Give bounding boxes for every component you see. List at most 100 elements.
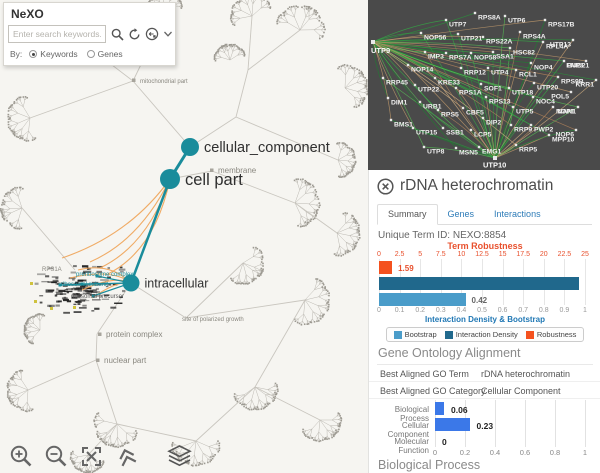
- gene-node[interactable]: [543, 18, 547, 22]
- gene-label[interactable]: ENP1: [566, 63, 584, 70]
- gene-node[interactable]: [511, 105, 515, 109]
- search-icon[interactable]: [111, 28, 124, 41]
- gene-node[interactable]: [541, 40, 545, 44]
- gene-label[interactable]: RPS4A: [523, 34, 546, 41]
- gene-label[interactable]: RRP12: [464, 70, 486, 77]
- gene-node[interactable]: [419, 31, 423, 35]
- radio-icon[interactable]: [29, 50, 38, 58]
- gene-label[interactable]: UTP6: [508, 18, 526, 25]
- gene-node[interactable]: [469, 128, 473, 132]
- gene-label[interactable]: SSA1: [496, 54, 514, 61]
- gene-node[interactable]: [386, 96, 390, 100]
- gene-label[interactable]: UTP7: [449, 22, 467, 29]
- gene-label[interactable]: UTP20: [537, 85, 558, 92]
- gene-label[interactable]: NOP58: [474, 55, 497, 62]
- gene-label[interactable]: NOP1: [556, 109, 575, 116]
- gene-label[interactable]: KRE33: [438, 80, 460, 87]
- gene-label[interactable]: RPS7A: [449, 55, 472, 62]
- gene-node[interactable]: [518, 30, 522, 34]
- gene-node[interactable]: [436, 108, 440, 112]
- gene-label[interactable]: RPS13: [489, 99, 511, 106]
- reset-view-icon[interactable]: [145, 27, 159, 41]
- gene-node[interactable]: [556, 75, 560, 79]
- ontology-tree-canvas[interactable]: mitochondrial part membrane protein comple…: [0, 0, 368, 473]
- gene-node[interactable]: [456, 32, 460, 36]
- term-label[interactable]: protein complex: [106, 330, 162, 339]
- collapse-all-button[interactable]: [113, 443, 140, 470]
- gene-label[interactable]: RCL1: [519, 72, 537, 79]
- gene-hub-label[interactable]: UTP10: [483, 161, 506, 170]
- close-icon[interactable]: [377, 177, 394, 195]
- gene-node[interactable]: [389, 118, 393, 122]
- gene-node[interactable]: [508, 46, 512, 50]
- gene-node[interactable]: [454, 146, 458, 150]
- gene-node[interactable]: [444, 51, 448, 55]
- term-label[interactable]: membrane: [218, 166, 257, 175]
- tab-summary[interactable]: Summary: [377, 204, 438, 225]
- term-label[interactable]: mitochondrial part: [140, 79, 188, 85]
- gene-label[interactable]: RPS5: [441, 112, 459, 119]
- gene-node[interactable]: [422, 145, 426, 149]
- gene-label[interactable]: RPS9B: [561, 79, 584, 86]
- layers-button[interactable]: [166, 443, 193, 470]
- gene-node[interactable]: [481, 116, 485, 120]
- gene-label[interactable]: NOP4: [534, 65, 553, 72]
- gene-node[interactable]: [491, 50, 495, 54]
- gene-hub-label[interactable]: UTP9: [371, 46, 390, 55]
- gene-label[interactable]: RPS8A: [478, 15, 501, 22]
- refresh-icon[interactable]: [128, 27, 141, 41]
- gene-node[interactable]: [454, 86, 458, 90]
- gene-node[interactable]: [441, 126, 445, 130]
- gene-node[interactable]: [529, 61, 533, 65]
- gene-node[interactable]: [584, 59, 588, 63]
- gene-label[interactable]: SSB1: [446, 130, 464, 137]
- collapse-chevron-icon[interactable]: [163, 30, 173, 38]
- gene-label[interactable]: HSC82: [513, 50, 535, 57]
- dense-term-cluster[interactable]: [30, 265, 126, 314]
- gene-label[interactable]: URB1: [423, 104, 442, 111]
- gene-node[interactable]: [507, 86, 511, 90]
- gene-node[interactable]: [484, 95, 488, 99]
- gene-node[interactable]: [547, 133, 551, 137]
- gene-node[interactable]: [514, 143, 518, 147]
- term-node-cell-part[interactable]: [160, 169, 180, 189]
- term-node-label[interactable]: cellular_component: [204, 140, 330, 156]
- gene-node[interactable]: [509, 123, 513, 127]
- gene-label[interactable]: MSN5: [459, 150, 478, 157]
- gene-node[interactable]: [381, 76, 385, 80]
- gene-label[interactable]: EMG1: [482, 149, 501, 156]
- gene-label[interactable]: UTP5: [516, 109, 534, 116]
- gene-label[interactable]: RRP9: [514, 127, 532, 134]
- gene-node[interactable]: [594, 78, 598, 82]
- gene-label[interactable]: NOP56: [424, 35, 447, 42]
- gene-label[interactable]: RRP45: [386, 80, 408, 87]
- gene-label[interactable]: PWP2: [534, 127, 553, 134]
- gene-node[interactable]: [411, 126, 415, 130]
- gene-node[interactable]: [481, 35, 485, 39]
- term-node-label[interactable]: cell part: [185, 171, 243, 189]
- gene-node[interactable]: [569, 90, 573, 94]
- gene-node[interactable]: [574, 128, 578, 132]
- gene-network-canvas[interactable]: UTP7 RPS8A UTP6 RPS17B NOP56 UTP21 RPS22A RPS4A…: [368, 0, 600, 170]
- gene-node[interactable]: [433, 76, 437, 80]
- gene-label[interactable]: NOP6: [555, 132, 574, 139]
- gene-node[interactable]: [493, 156, 497, 160]
- gene-node[interactable]: [529, 123, 533, 127]
- gene-node[interactable]: [418, 100, 422, 104]
- gene-label[interactable]: DIP2: [486, 120, 501, 127]
- gene-label[interactable]: RRP5: [519, 147, 537, 154]
- gene-node[interactable]: [444, 18, 448, 22]
- gene-label[interactable]: RPS22A: [486, 39, 513, 46]
- gene-node[interactable]: [531, 95, 535, 99]
- gene-label[interactable]: POL5: [551, 94, 569, 101]
- gene-label[interactable]: LCP5: [474, 132, 492, 139]
- gene-node[interactable]: [371, 40, 375, 44]
- gene-label[interactable]: NOC4: [536, 99, 555, 106]
- gene-label[interactable]: CBF5: [466, 110, 484, 117]
- gene-node[interactable]: [503, 14, 507, 18]
- gene-node[interactable]: [576, 105, 580, 109]
- gene-label[interactable]: DIM1: [391, 100, 407, 107]
- gene-label[interactable]: BMS1: [394, 122, 413, 129]
- gene-node[interactable]: [413, 83, 417, 87]
- search-by-keywords[interactable]: Keywords: [29, 49, 78, 59]
